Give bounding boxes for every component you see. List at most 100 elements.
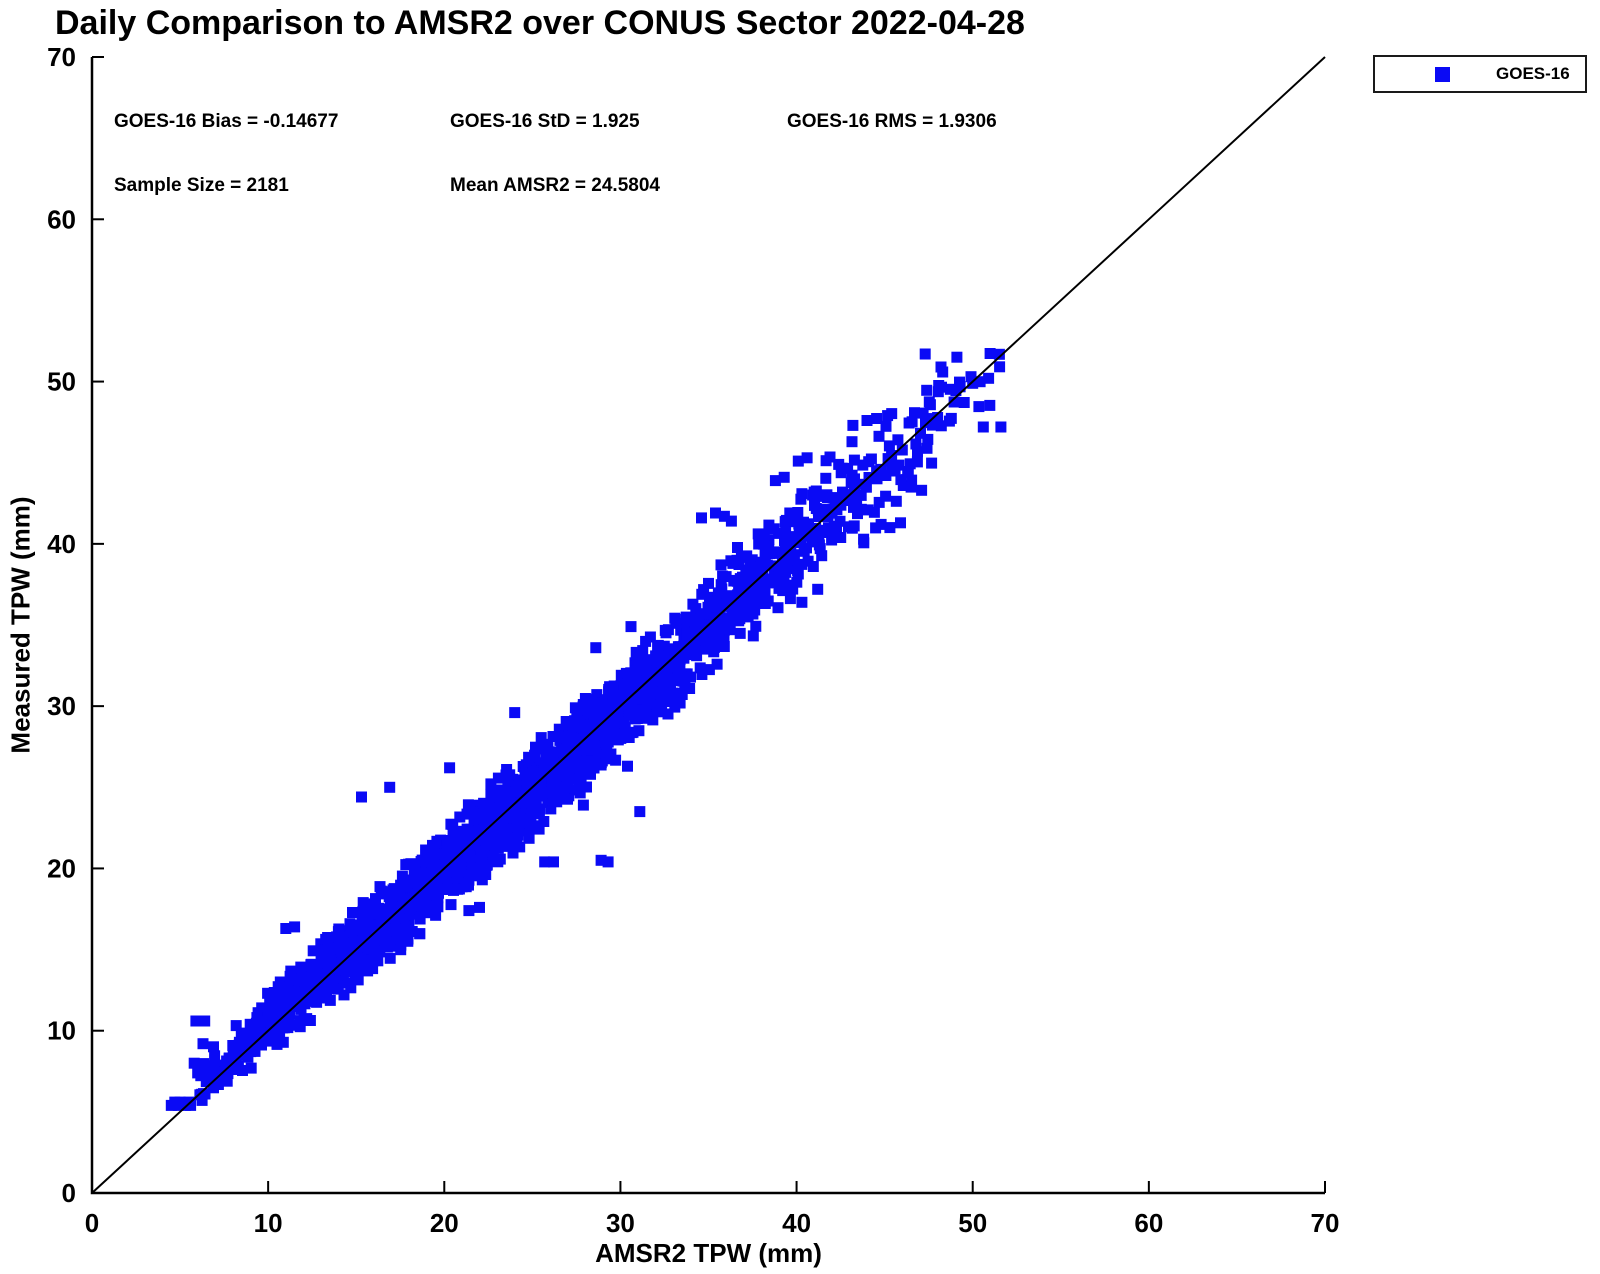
x-tick-label: 20 [430, 1208, 459, 1238]
data-point-marker [848, 454, 860, 466]
data-point-marker [633, 725, 645, 737]
data-point-marker [480, 835, 492, 847]
data-point-marker [410, 868, 422, 880]
data-point-marker [921, 384, 933, 396]
data-point-marker [280, 923, 292, 934]
data-point-marker [661, 673, 673, 685]
data-point-marker [394, 889, 406, 900]
data-point-marker [847, 419, 859, 431]
data-point-marker [428, 847, 440, 859]
data-point-marker [694, 662, 706, 674]
data-point-marker [494, 788, 506, 800]
data-point-marker [826, 534, 838, 546]
data-point-marker [324, 994, 336, 1006]
data-point-marker [984, 348, 996, 359]
data-point-marker [405, 881, 417, 893]
data-point-marker [405, 858, 417, 870]
data-point-marker [641, 698, 653, 710]
data-point-marker [703, 664, 715, 676]
data-point-marker [345, 982, 357, 994]
data-point-marker [414, 887, 425, 899]
data-point-marker [408, 894, 420, 906]
data-point-marker [348, 936, 360, 948]
data-point-marker [715, 624, 726, 636]
data-point-marker [880, 420, 892, 432]
data-point-marker [762, 545, 774, 556]
data-point-marker [417, 898, 429, 909]
data-point-marker [282, 994, 294, 1006]
data-point-marker [822, 492, 833, 504]
data-point-marker [388, 940, 400, 952]
data-point-marker [595, 854, 607, 866]
data-point-marker [880, 470, 892, 481]
data-point-marker [514, 810, 525, 822]
data-point-marker [301, 1013, 313, 1025]
data-point-marker [567, 733, 579, 745]
data-point-marker [886, 465, 898, 477]
stat-mean-amsr2: Mean AMSR2 = 24.5804 [450, 175, 660, 196]
data-point-marker [474, 901, 485, 913]
data-point-marker [357, 929, 369, 940]
data-point-marker [737, 604, 748, 616]
data-point-marker [385, 925, 397, 937]
data-point-marker [315, 954, 327, 966]
data-point-marker [349, 969, 361, 981]
data-point-marker [244, 1018, 256, 1030]
data-point-marker [733, 609, 745, 621]
stat-sample-size: Sample Size = 2181 [114, 175, 289, 196]
data-point-marker [251, 1012, 263, 1024]
data-point-marker [463, 869, 475, 881]
data-point-marker [633, 704, 645, 716]
data-point-marker [282, 985, 294, 997]
chart-title: Daily Comparison to AMSR2 over CONUS Sec… [55, 4, 1025, 42]
data-point-marker [778, 471, 790, 483]
tick-labels-group: 0 10 20 30 40 50 60 70 0 10 20 30 40 50 60 70 [47, 42, 1339, 1238]
data-point-marker [893, 459, 905, 471]
y-tick-label: 30 [47, 691, 76, 721]
data-point-marker [703, 577, 714, 589]
data-point-marker [788, 549, 799, 561]
data-point-marker [631, 658, 643, 670]
data-point-marker [222, 1059, 234, 1071]
data-point-marker [414, 928, 426, 940]
data-point-marker [587, 724, 599, 735]
data-point-marker [685, 671, 696, 683]
data-point-marker [344, 951, 356, 963]
data-point-marker [379, 921, 391, 933]
data-point-marker [404, 902, 416, 914]
data-point-marker [935, 361, 947, 373]
data-point-marker [697, 632, 709, 644]
data-point-marker [448, 832, 460, 844]
data-point-marker [687, 598, 699, 610]
data-point-marker [944, 383, 956, 395]
data-point-marker [362, 935, 374, 947]
data-point-marker [192, 1067, 204, 1079]
data-point-marker [406, 926, 418, 937]
x-tick-label: 10 [254, 1208, 283, 1238]
data-point-marker [729, 600, 741, 612]
data-point-marker [197, 1038, 209, 1050]
data-point-marker [954, 381, 966, 393]
data-point-marker [336, 961, 348, 973]
data-point-marker [519, 795, 531, 807]
data-point-marker [444, 762, 456, 774]
data-point-marker [317, 947, 329, 959]
x-tick-label: 40 [782, 1208, 811, 1238]
data-point-marker [356, 791, 367, 803]
data-point-marker [481, 859, 493, 871]
data-point-marker [357, 897, 369, 909]
data-point-marker [509, 707, 521, 719]
data-point-marker [758, 582, 770, 593]
data-point-marker [513, 817, 525, 829]
data-point-marker [599, 709, 611, 721]
data-point-marker [456, 829, 468, 841]
data-point-marker [841, 495, 853, 506]
data-point-marker [647, 714, 659, 726]
data-point-marker [630, 711, 642, 723]
data-point-marker [905, 481, 917, 493]
data-point-marker [858, 537, 870, 549]
data-point-marker [538, 816, 550, 827]
data-point-marker [848, 520, 860, 532]
data-point-marker [431, 884, 443, 896]
data-point-marker [567, 722, 579, 734]
